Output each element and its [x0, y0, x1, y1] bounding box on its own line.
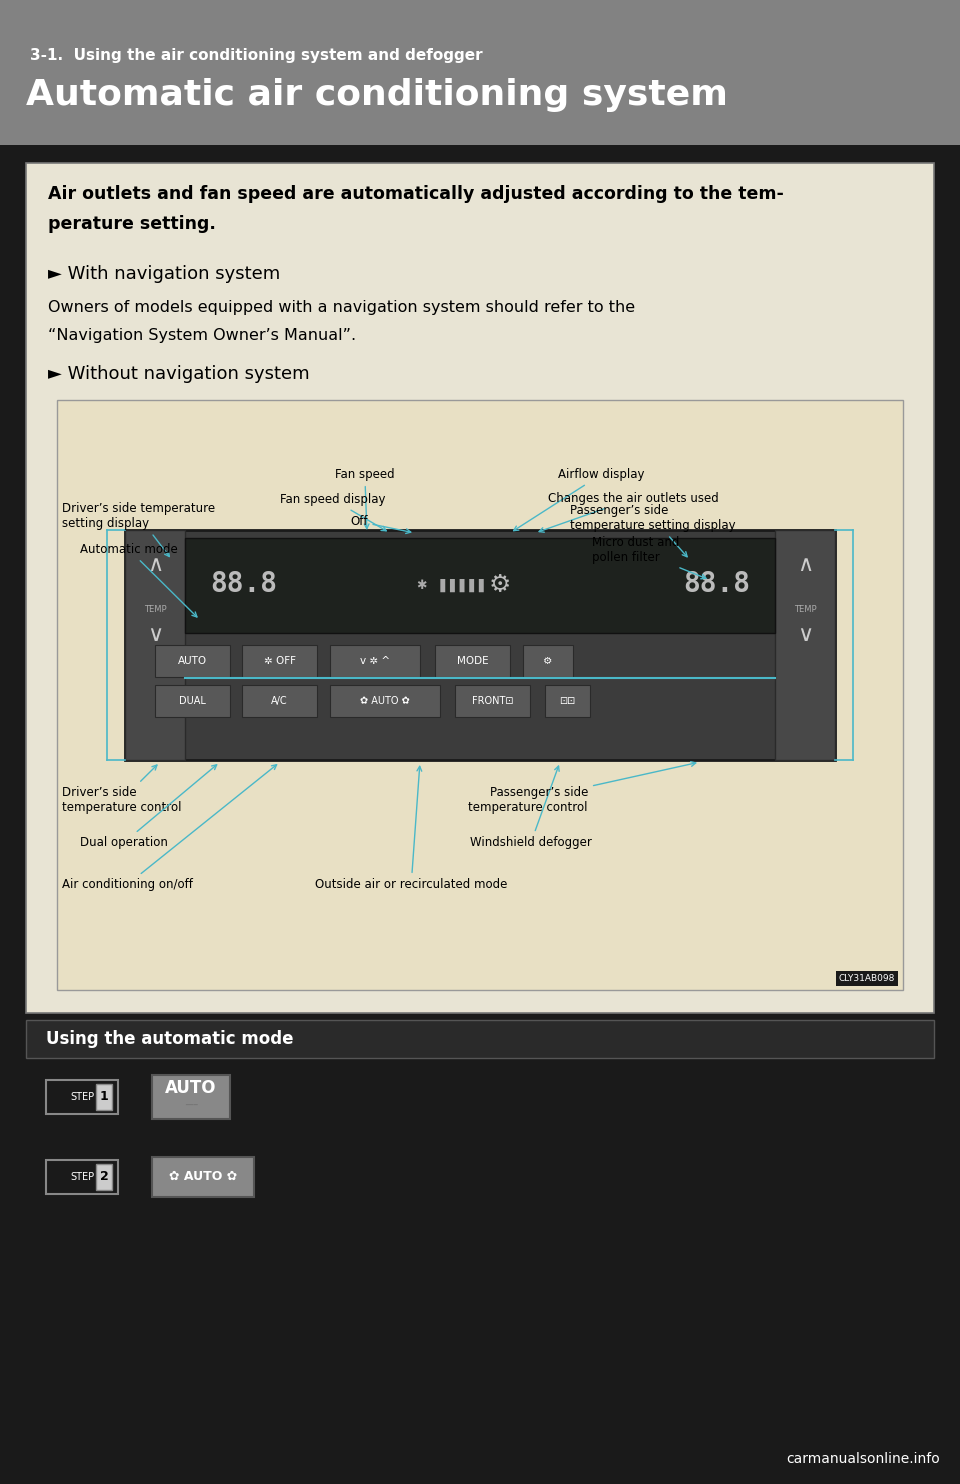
Text: 2: 2: [100, 1171, 108, 1184]
Text: 3-1.  Using the air conditioning system and defogger: 3-1. Using the air conditioning system a…: [30, 47, 483, 62]
Bar: [152, 1158, 254, 1198]
Text: STEP: STEP: [70, 1092, 94, 1103]
Text: Outside air or recirculated mode: Outside air or recirculated mode: [315, 766, 508, 890]
Text: Off: Off: [350, 515, 411, 534]
Text: ⚙: ⚙: [489, 573, 511, 598]
Text: A/C: A/C: [271, 696, 288, 706]
Text: STEP: STEP: [70, 1172, 94, 1181]
Text: ► Without navigation system: ► Without navigation system: [48, 365, 310, 383]
Text: FRONT⊡: FRONT⊡: [471, 696, 514, 706]
Text: AUTO: AUTO: [165, 1079, 217, 1097]
Bar: [185, 539, 775, 634]
Bar: [96, 1083, 112, 1110]
Bar: [242, 686, 317, 717]
Bar: [435, 646, 510, 677]
Bar: [96, 1163, 112, 1190]
Text: Automatic mode: Automatic mode: [80, 543, 197, 617]
Text: ► With navigation system: ► With navigation system: [48, 266, 280, 283]
Bar: [125, 530, 835, 760]
Text: ⚙: ⚙: [543, 656, 553, 666]
Text: Dual operation: Dual operation: [80, 764, 217, 849]
Text: Fan speed: Fan speed: [335, 467, 395, 528]
Text: Fan speed display: Fan speed display: [280, 493, 386, 531]
Text: 88.8: 88.8: [210, 570, 277, 598]
Text: Passenger’s side
temperature control: Passenger’s side temperature control: [468, 761, 696, 815]
Bar: [545, 686, 590, 717]
Text: ✱  ▐▐▐▐▐: ✱ ▐▐▐▐▐: [417, 579, 483, 592]
Bar: [125, 530, 185, 760]
Text: TEMP: TEMP: [794, 605, 816, 614]
Text: ⊡⊡: ⊡⊡: [560, 696, 576, 706]
Text: ✲ OFF: ✲ OFF: [263, 656, 296, 666]
Text: Driver’s side
temperature control: Driver’s side temperature control: [62, 766, 181, 815]
Bar: [57, 401, 903, 990]
Text: DUAL: DUAL: [180, 696, 206, 706]
Text: Driver’s side temperature
setting display: Driver’s side temperature setting displa…: [62, 502, 215, 556]
Bar: [242, 646, 317, 677]
Text: ✿ AUTO ✿: ✿ AUTO ✿: [169, 1169, 237, 1183]
Bar: [155, 646, 230, 677]
Bar: [152, 1074, 230, 1119]
Bar: [775, 530, 835, 760]
Text: “Navigation System Owner’s Manual”.: “Navigation System Owner’s Manual”.: [48, 328, 356, 343]
Text: Passenger’s side
temperature setting display: Passenger’s side temperature setting dis…: [570, 505, 735, 556]
Text: CLY31AB098: CLY31AB098: [839, 974, 895, 982]
Bar: [330, 646, 420, 677]
Text: MODE: MODE: [457, 656, 489, 666]
Text: Using the automatic mode: Using the automatic mode: [46, 1030, 294, 1048]
Text: Automatic air conditioning system: Automatic air conditioning system: [26, 79, 728, 111]
Text: 88.8: 88.8: [683, 570, 750, 598]
Text: Airflow display: Airflow display: [514, 467, 644, 531]
Bar: [26, 163, 934, 1014]
Text: ∨: ∨: [797, 625, 813, 646]
Bar: [0, 0, 960, 145]
Text: ∧: ∧: [147, 555, 163, 574]
Bar: [46, 1160, 118, 1195]
Text: TEMP: TEMP: [144, 605, 166, 614]
Bar: [523, 646, 573, 677]
Text: Air outlets and fan speed are automatically adjusted according to the tem-: Air outlets and fan speed are automatica…: [48, 186, 784, 203]
Bar: [330, 686, 440, 717]
Text: ∧: ∧: [797, 555, 813, 574]
Text: AUTO: AUTO: [178, 656, 207, 666]
Text: ∨: ∨: [147, 625, 163, 646]
Text: Windshield defogger: Windshield defogger: [470, 766, 592, 849]
Text: Micro dust and
pollen filter: Micro dust and pollen filter: [592, 536, 706, 579]
Text: carmanualsonline.info: carmanualsonline.info: [786, 1451, 940, 1466]
Text: 1: 1: [100, 1091, 108, 1104]
Text: v ✲ ^: v ✲ ^: [360, 656, 390, 666]
Bar: [46, 1080, 118, 1114]
Bar: [26, 1020, 934, 1058]
Text: Changes the air outlets used: Changes the air outlets used: [540, 493, 719, 533]
Bar: [155, 686, 230, 717]
Text: Owners of models equipped with a navigation system should refer to the: Owners of models equipped with a navigat…: [48, 300, 636, 315]
Text: ━━━: ━━━: [184, 1103, 198, 1109]
Bar: [455, 686, 530, 717]
Text: perature setting.: perature setting.: [48, 215, 216, 233]
Text: ✿ AUTO ✿: ✿ AUTO ✿: [360, 696, 410, 706]
Text: Air conditioning on/off: Air conditioning on/off: [62, 764, 276, 890]
